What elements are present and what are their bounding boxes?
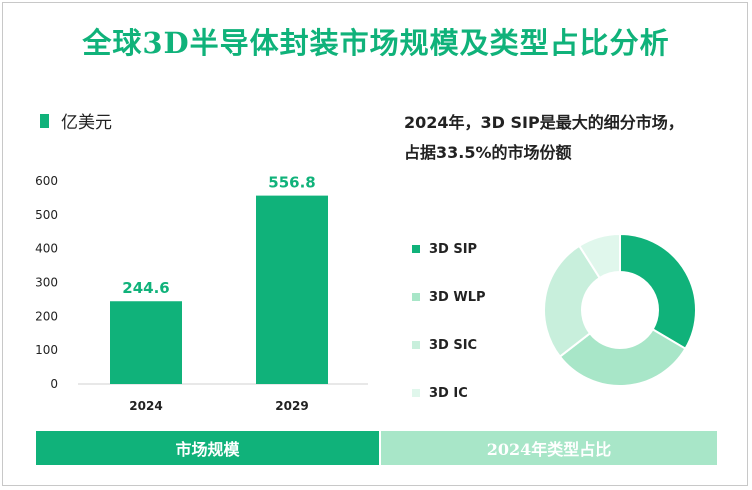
donut-slice [543, 244, 602, 358]
y-tick-label: 0 [50, 377, 58, 391]
pie-legend: 3D SIP 3D WLP 3D SIC 3D IC [412, 225, 486, 417]
bar-data-label: 556.8 [268, 174, 315, 192]
x-tick-label: 2024 [129, 399, 162, 413]
unit-legend-label: 亿美元 [61, 113, 112, 133]
pie-legend-item: 3D SIC [412, 321, 486, 369]
donut-slice [577, 232, 621, 280]
pie-legend-item: 3D IC [412, 369, 486, 417]
y-tick-label: 200 [35, 309, 58, 323]
pie-legend-label: 3D SIP [429, 241, 478, 257]
annotation-line-1: 2024年，3D SIP是最大的细分市场， [404, 113, 684, 132]
y-tick-label: 500 [35, 208, 58, 222]
pie-legend-swatch [412, 293, 420, 301]
pie-legend-label: 3D IC [429, 385, 468, 401]
donut-slice [619, 232, 697, 351]
annotation: 2024年，3D SIP是最大的细分市场， 占据33.5%的市场份额 [404, 108, 704, 168]
pie-legend-swatch [412, 389, 420, 397]
pie-legend-label: 3D WLP [429, 289, 486, 305]
pie-legend-item: 3D SIP [412, 225, 486, 273]
y-tick-label: 600 [35, 174, 58, 188]
y-tick-label: 300 [35, 276, 58, 290]
footer-type-share: 2024年类型占比 [381, 431, 717, 465]
bar [256, 195, 328, 384]
y-tick-label: 100 [35, 343, 58, 357]
bar [110, 301, 182, 384]
x-tick-label: 2029 [275, 399, 308, 413]
pie-legend-swatch [412, 245, 420, 253]
donut-chart [543, 232, 697, 387]
y-tick-label: 400 [35, 242, 58, 256]
pie-legend-swatch [412, 341, 420, 349]
bar-chart: 0 100 200 300 400 500 600 244.6 2024 556.8 2029 [35, 174, 368, 413]
unit-legend: 亿美元 [40, 108, 112, 133]
pie-legend-label: 3D SIC [429, 337, 478, 353]
unit-legend-swatch [40, 113, 49, 128]
pie-legend-item: 3D WLP [412, 273, 486, 321]
donut-slice [558, 327, 687, 387]
annotation-line-2: 占据33.5%的市场份额 [404, 143, 572, 162]
page-title: 全球3D半导体封装市场规模及类型占比分析 [82, 26, 670, 60]
bar-data-label: 244.6 [122, 279, 169, 297]
footer-market-size: 市场规模 [36, 431, 379, 465]
